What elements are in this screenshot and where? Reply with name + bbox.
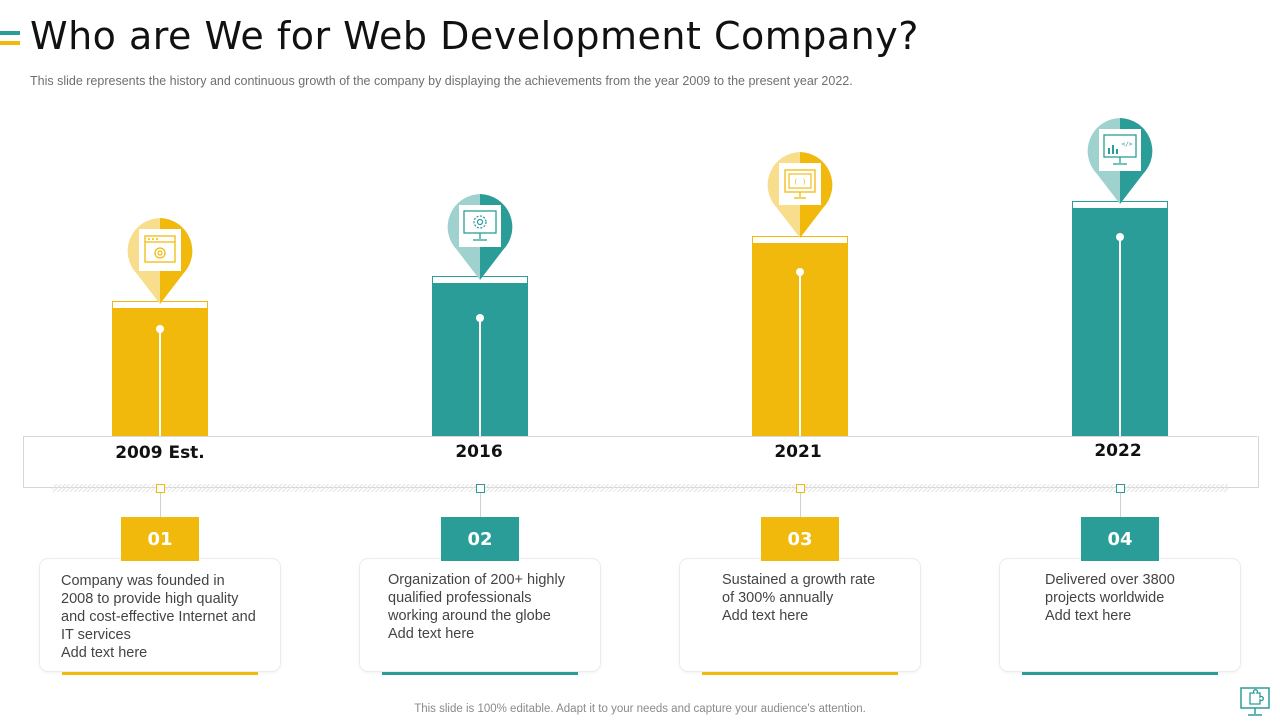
puzzle-monitor-icon [1238,684,1272,718]
pillar-2016 [432,276,528,436]
year-label-2022: 2022 [1094,441,1142,461]
milestone-text-3: Sustained a growth rate of 300% annually… [722,572,876,624]
marker-connector-3 [800,493,801,517]
year-label-2016: 2016 [455,442,503,462]
svg-text:( ): ( ) [794,178,807,186]
marker-connector-1 [160,493,161,517]
milestone-text-4: Delivered over 3800 projects worldwide A… [1045,572,1175,624]
milestone-number-1: 01 [121,517,199,561]
milestone-number-3: 03 [761,517,839,561]
monitor-gear-icon [445,192,515,282]
web-settings-icon [125,216,195,306]
page-title: Who are We for Web Development Company? [30,14,919,58]
card-underline-4 [1022,672,1218,675]
milestone-text-2: Organization of 200+ highly qualified pr… [388,572,565,642]
pillar-2009 [112,301,208,436]
page-subtitle: This slide represents the history and co… [30,74,853,88]
analytics-monitor-icon: </> [1085,116,1155,206]
milestone-card-1: Company was founded in 2008 to provide h… [40,559,280,675]
milestone-text-1: Company was founded in 2008 to provide h… [61,573,256,661]
year-label-2009: 2009 Est. [115,443,205,463]
timeline-hatch [52,484,1228,492]
svg-text:</>: </> [1122,141,1133,148]
accent-bar-teal [0,31,20,35]
timeline-marker-2 [476,484,485,493]
milestone-card-3: Sustained a growth rate of 300% annually… [680,559,920,675]
timeline-band-top-line [23,436,1257,437]
card-underline-2 [382,672,578,675]
pillar-2021 [752,236,848,436]
milestone-number-4: 04 [1081,517,1159,561]
pillar-2022 [1072,201,1168,436]
code-monitor-icon: ( ) [765,150,835,240]
marker-connector-4 [1120,493,1121,517]
footer-note: This slide is 100% editable. Adapt it to… [414,703,866,715]
timeline-band [23,436,1259,488]
year-label-2021: 2021 [774,442,822,462]
card-underline-1 [62,672,258,675]
card-underline-3 [702,672,898,675]
marker-connector-2 [480,493,481,517]
milestone-card-4: Delivered over 3800 projects worldwide A… [1000,559,1240,675]
timeline-marker-3 [796,484,805,493]
milestone-number-2: 02 [441,517,519,561]
timeline-marker-4 [1116,484,1125,493]
milestone-card-2: Organization of 200+ highly qualified pr… [360,559,600,675]
accent-bar-gold [0,41,20,45]
timeline-marker-1 [156,484,165,493]
